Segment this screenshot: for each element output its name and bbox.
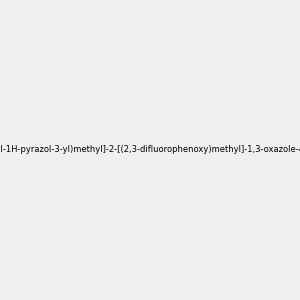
Text: N-[(5-tert-butyl-1H-pyrazol-3-yl)methyl]-2-[(2,3-difluorophenoxy)methyl]-1,3-oxa: N-[(5-tert-butyl-1H-pyrazol-3-yl)methyl]…: [0, 146, 300, 154]
